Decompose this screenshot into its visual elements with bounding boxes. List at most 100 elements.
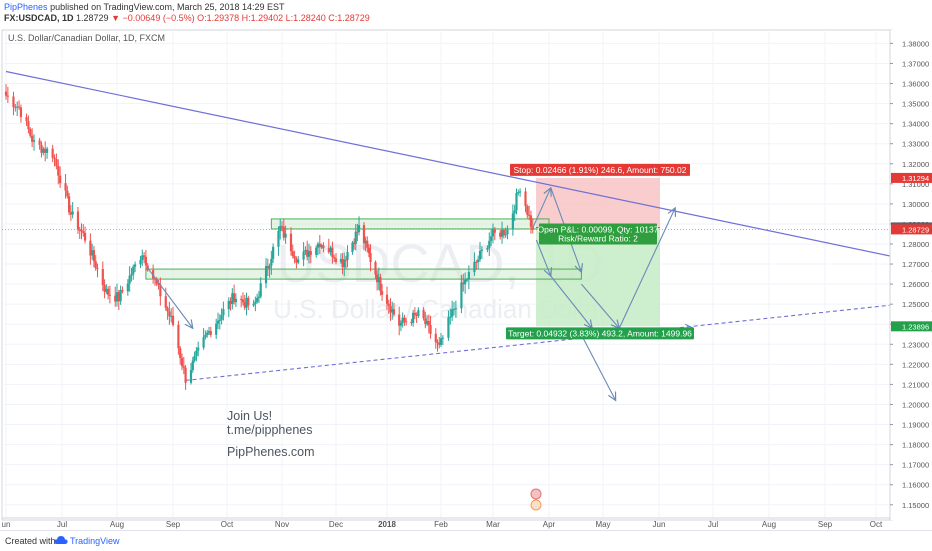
candle-body [387, 303, 390, 306]
candle-body [334, 258, 338, 262]
candle-body [392, 309, 396, 315]
candle-body [220, 315, 223, 320]
candle-body [204, 334, 207, 338]
candle-body [526, 206, 529, 215]
candle-body [254, 301, 257, 304]
candle-body [80, 229, 83, 232]
candle-body [389, 305, 392, 313]
symbol-line: FX:USDCAD, 1D 1.28729 ▼ −0.00649 (−0.5%)… [4, 13, 370, 23]
candle-body [55, 159, 58, 166]
candle-body [240, 298, 243, 300]
event-flag-icon[interactable] [530, 488, 542, 500]
candle-body [218, 319, 221, 321]
candle-body [42, 148, 45, 153]
projection-arrow[interactable] [147, 267, 193, 328]
chart-frame [1, 29, 893, 521]
price-tick-label: 1.26000 [902, 280, 929, 289]
candle-body [153, 278, 157, 280]
candle-body [202, 337, 205, 348]
time-tick-label: Dec [329, 520, 343, 529]
candle-body [6, 95, 9, 97]
chart-title: U.S. Dollar/Canadian Dollar, 1D, FXCM [8, 33, 166, 43]
candle-body [284, 233, 287, 238]
join-us-text: Join Us! [227, 409, 272, 423]
candle-body [499, 232, 502, 237]
candle-body [399, 322, 403, 326]
footer-bar: Created with TradingView [0, 530, 932, 551]
stop-zone[interactable] [536, 177, 660, 228]
candle-body [157, 283, 160, 285]
candle-body [64, 183, 67, 191]
projection-arrow[interactable] [550, 275, 592, 328]
candle-body [76, 211, 80, 230]
projection-arrow[interactable] [582, 338, 615, 400]
candle-body [144, 256, 148, 266]
candle-body [364, 240, 367, 244]
candle-body [128, 275, 131, 284]
candle-body [316, 243, 320, 248]
candle-body [139, 259, 142, 265]
candle-body [82, 231, 85, 233]
sr-zone-2[interactable] [145, 268, 582, 280]
projection-arrow[interactable] [618, 208, 675, 329]
candle-body [377, 277, 380, 283]
candle-body [488, 240, 491, 248]
candle-body [256, 297, 259, 302]
candle-body [44, 148, 47, 153]
candle-body [307, 251, 311, 257]
candle-body [66, 190, 69, 197]
tradingview-cloud-icon [54, 536, 68, 544]
candle-body [462, 282, 465, 285]
candle-body [40, 144, 43, 153]
candle-body [19, 107, 23, 118]
channel-upper-line[interactable] [5, 70, 900, 259]
projection-arrow[interactable] [580, 283, 619, 328]
candle-body [434, 333, 437, 343]
price-tick-label: 1.37000 [902, 59, 929, 68]
candle-body [57, 165, 60, 176]
candle-body [327, 248, 330, 253]
price-tick-label: 1.22000 [902, 360, 929, 369]
price-axis[interactable] [890, 30, 932, 520]
tradingview-link[interactable]: TradingView [70, 536, 120, 546]
time-tick-label: Oct [870, 520, 883, 529]
projection-arrow[interactable] [532, 188, 551, 229]
candle-body [14, 107, 17, 109]
candle-body [515, 192, 518, 211]
telegram-text: t.me/pipphenes [227, 423, 312, 437]
candle-body [528, 214, 531, 216]
target-label: Target: 0.04932 (3.83%) 493.2, Amount: 1… [508, 328, 692, 338]
projection-arrow[interactable] [535, 239, 550, 276]
candle-body [452, 308, 456, 310]
price-chart[interactable]: USDCAD, 1DU.S. Dollar / Canadian DollarS… [0, 24, 932, 530]
candle-body [59, 175, 62, 184]
created-with-text: Created with [5, 536, 56, 546]
channel-lower-line[interactable] [185, 303, 900, 381]
price-tick-label: 1.34000 [902, 120, 929, 129]
price-tick-label: 1.17000 [902, 461, 929, 470]
candle-body [45, 148, 49, 153]
candle-body [279, 226, 282, 231]
candle-body [280, 226, 284, 228]
chart-area[interactable]: USDCAD, 1D U.S. Dollar / Canadian Dollar S… [0, 24, 932, 530]
event-flag-icon[interactable] [530, 499, 542, 511]
price-tick-label: 1.16000 [902, 481, 929, 490]
candle-body [357, 225, 361, 232]
candle-body [490, 236, 493, 241]
candle-body [166, 307, 169, 312]
candle-body [229, 300, 232, 305]
candle-body [91, 250, 94, 256]
candle-body [168, 311, 171, 317]
candle-body [195, 350, 198, 356]
candle-body [352, 242, 356, 245]
candle-body [105, 288, 108, 292]
candle-body [529, 215, 533, 227]
candle-body [379, 277, 382, 292]
publish-line: PipPhenes published on TradingView.com, … [4, 2, 285, 12]
time-tick-label: Aug [110, 520, 124, 529]
candle-body [480, 249, 483, 251]
candle-body [429, 325, 432, 334]
publisher-link[interactable]: PipPhenes [4, 2, 48, 12]
candle-body [69, 212, 72, 215]
candle-body [282, 226, 285, 238]
